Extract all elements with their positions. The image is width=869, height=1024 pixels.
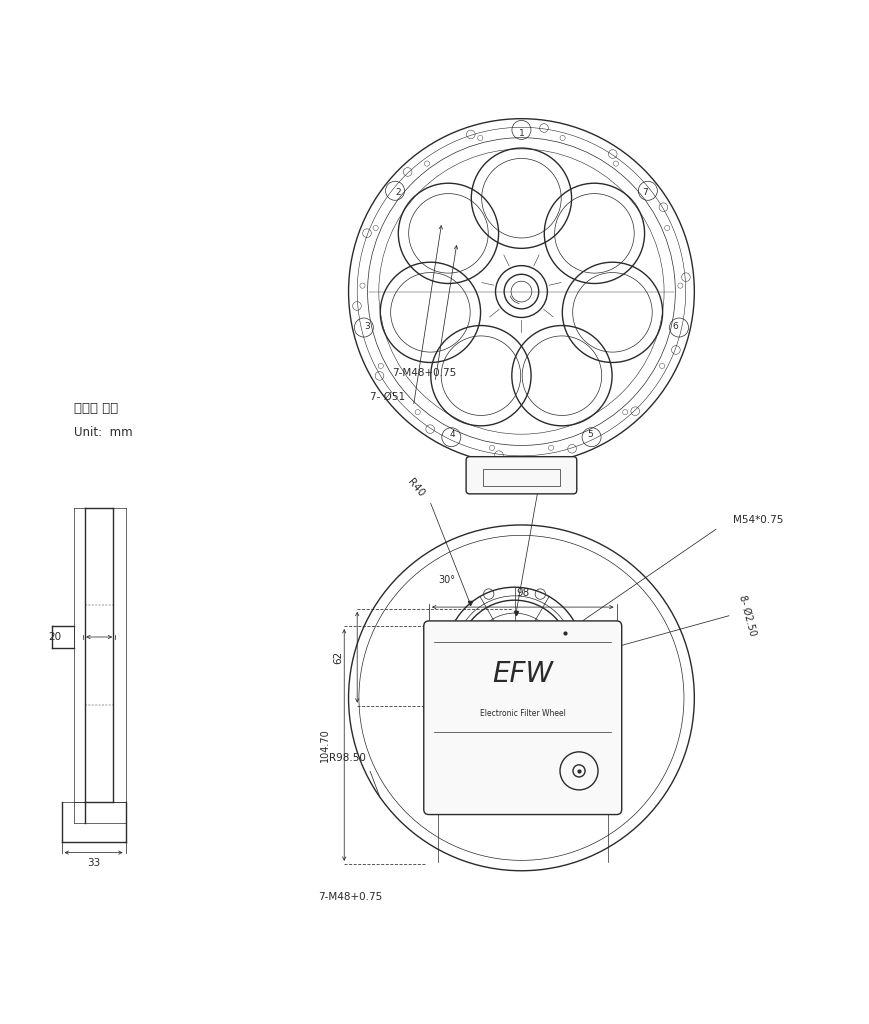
Text: 1: 1 <box>518 129 524 138</box>
Text: R40: R40 <box>405 477 426 499</box>
Text: R98.50: R98.50 <box>328 753 366 763</box>
Text: R31: R31 <box>540 459 559 481</box>
Text: 20: 20 <box>48 632 61 642</box>
Text: M54*0.75: M54*0.75 <box>733 515 783 525</box>
Text: Unit:  mm: Unit: mm <box>74 426 132 439</box>
Text: 7: 7 <box>641 188 647 198</box>
Text: Electronic Filter Wheel: Electronic Filter Wheel <box>479 709 565 718</box>
Bar <box>482 469 560 486</box>
Text: 7- Ø51: 7- Ø51 <box>369 392 405 402</box>
Text: 33: 33 <box>87 858 100 868</box>
Text: 98: 98 <box>515 589 528 598</box>
Text: 62: 62 <box>333 650 343 664</box>
Text: 30°: 30° <box>473 627 489 637</box>
FancyBboxPatch shape <box>466 457 576 494</box>
FancyBboxPatch shape <box>423 621 621 814</box>
Text: 104.70: 104.70 <box>320 728 330 762</box>
Text: 30°: 30° <box>438 574 455 585</box>
Text: 7-M48+0.75: 7-M48+0.75 <box>318 892 382 902</box>
Text: 单位： 毫米: 单位： 毫米 <box>74 401 118 415</box>
Text: 7-M48+0.75: 7-M48+0.75 <box>391 368 455 378</box>
Text: 3: 3 <box>364 323 369 332</box>
Text: 8- Ø2.50: 8- Ø2.50 <box>737 594 757 637</box>
Text: 5: 5 <box>587 430 593 438</box>
Text: 4: 4 <box>449 430 455 438</box>
Text: 6: 6 <box>672 323 678 332</box>
Text: EFW: EFW <box>492 659 553 688</box>
Text: 2: 2 <box>395 188 400 198</box>
